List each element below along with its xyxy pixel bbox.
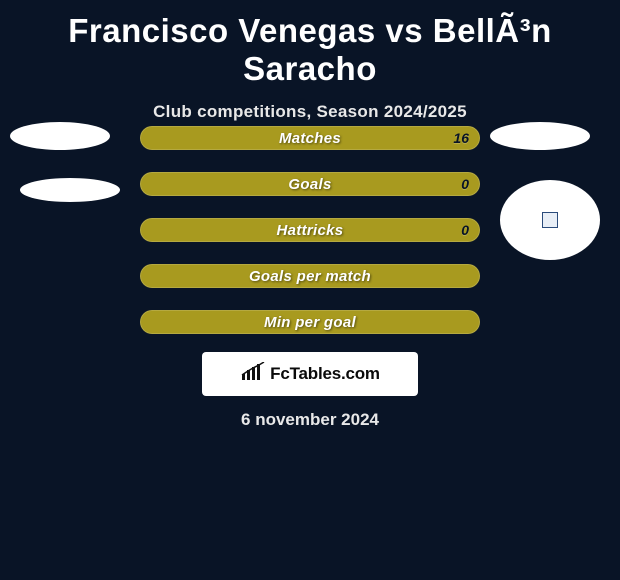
stat-bar-value: 16 bbox=[453, 130, 469, 146]
placeholder-icon bbox=[542, 212, 558, 228]
fctables-logo: FcTables.com bbox=[202, 352, 418, 396]
stat-bar-label: Min per goal bbox=[264, 314, 356, 331]
stat-bar: Matches 16 bbox=[140, 126, 480, 150]
player-left-ellipse-2 bbox=[20, 178, 120, 202]
stat-bar-value: 0 bbox=[461, 222, 469, 238]
stat-bar: Goals 0 bbox=[140, 172, 480, 196]
subtitle: Club competitions, Season 2024/2025 bbox=[0, 102, 620, 122]
chart-icon bbox=[240, 362, 266, 387]
date-label: 6 november 2024 bbox=[0, 410, 620, 430]
player-right-ellipse-1 bbox=[490, 122, 590, 150]
stat-bar-label: Hattricks bbox=[277, 222, 344, 239]
stat-bar-value: 0 bbox=[461, 176, 469, 192]
stat-bar: Min per goal bbox=[140, 310, 480, 334]
player-right-avatar bbox=[500, 180, 600, 260]
stats-bars-container: Matches 16 Goals 0 Hattricks 0 Goals per match… bbox=[140, 126, 480, 356]
stat-bar: Hattricks 0 bbox=[140, 218, 480, 242]
stat-bar-label: Matches bbox=[279, 130, 341, 147]
player-left-ellipse-1 bbox=[10, 122, 110, 150]
page-title: Francisco Venegas vs BellÃ³n Saracho bbox=[0, 0, 620, 88]
stat-bar: Goals per match bbox=[140, 264, 480, 288]
logo-text: FcTables.com bbox=[270, 364, 380, 384]
stat-bar-label: Goals bbox=[288, 176, 331, 193]
stat-bar-label: Goals per match bbox=[249, 268, 371, 285]
